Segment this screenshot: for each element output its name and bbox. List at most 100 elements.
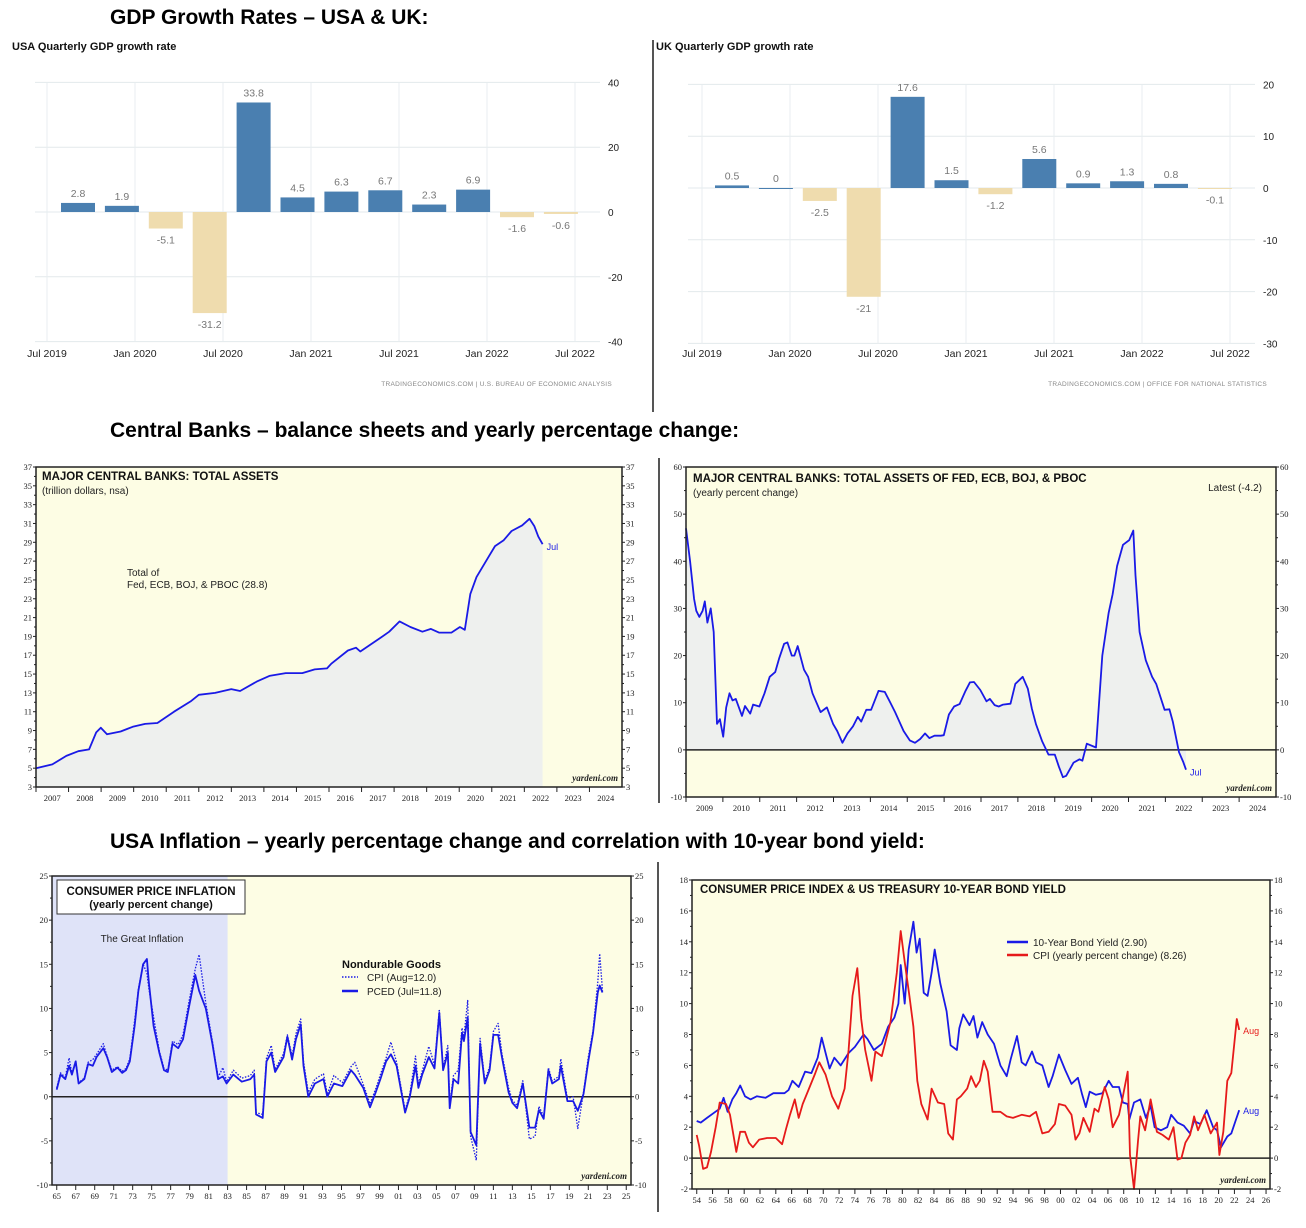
chart-subtitle: (trillion dollars, nsa) (42, 486, 129, 497)
y-tick-label-left: -5 (41, 1136, 48, 1146)
data-label: -2.5 (811, 207, 829, 219)
y-tick-label-right: 18 (1274, 875, 1283, 885)
x-tick-label: 2017 (991, 803, 1008, 813)
chart-title: UK Quarterly GDP growth rate (656, 41, 814, 53)
y-tick-label-left: 4 (684, 1091, 689, 1101)
x-tick-label: 2017 (369, 793, 386, 803)
y-tick-label-right: 30 (1280, 603, 1289, 613)
x-tick-label: 25 (622, 1191, 631, 1201)
watermark: yardeni.com (571, 773, 618, 783)
bar (1197, 188, 1232, 189)
x-tick-label: 16 (1183, 1195, 1192, 1205)
data-label: 0.9 (1076, 168, 1091, 180)
divider (652, 40, 654, 412)
x-tick-label: 2019 (434, 793, 451, 803)
bar (543, 212, 578, 214)
data-label: 0 (773, 173, 779, 185)
x-tick-label: 78 (882, 1195, 891, 1205)
latest-label: Latest (-4.2) (1208, 483, 1262, 494)
y-tick-label-left: 2 (684, 1122, 688, 1132)
bar (1066, 183, 1101, 188)
data-label: 2.8 (71, 188, 86, 200)
x-tick-label: 80 (898, 1195, 907, 1205)
y-tick-label-right: 31 (626, 518, 635, 528)
x-tick-label: 86 (946, 1195, 955, 1205)
x-tick-label: 56 (708, 1195, 717, 1205)
y-tick-label-left: 50 (674, 509, 683, 519)
bar (758, 188, 793, 189)
chart-subtitle: (yearly percent change) (89, 899, 213, 911)
x-tick-label: Jan 2022 (1120, 348, 1163, 360)
divider (658, 458, 660, 803)
x-tick-label: 94 (1009, 1195, 1018, 1205)
y-tick-label-right: 21 (626, 613, 635, 623)
y-tick-label-left: 16 (680, 906, 689, 916)
x-tick-label: Jan 2020 (113, 348, 156, 360)
y-tick-label-right: 2 (1274, 1122, 1278, 1132)
x-tick-label: 71 (109, 1191, 118, 1201)
x-tick-label: 73 (128, 1191, 137, 1201)
legend-label: PCED (Jul=11.8) (367, 987, 442, 998)
y-tick-label-right: 14 (1274, 937, 1283, 947)
x-tick-label: Jul 2020 (203, 348, 243, 360)
y-tick-label-left: 25 (40, 871, 49, 881)
series-line (56, 953, 604, 1161)
x-tick-label: Jul 2019 (682, 348, 722, 360)
x-tick-label: 90 (977, 1195, 986, 1205)
data-label: 0.5 (725, 170, 740, 182)
plot-frame (35, 466, 623, 788)
x-tick-label: 2009 (109, 793, 126, 803)
data-label: 1.5 (944, 165, 959, 177)
bar (236, 102, 271, 212)
bar (890, 96, 925, 188)
y-tick-label-right: -10 (635, 1180, 646, 1190)
x-tick-label: Jan 2021 (289, 348, 332, 360)
y-tick-label-left: 35 (24, 481, 33, 491)
y-tick-label-left: 0 (684, 1153, 688, 1163)
y-tick-label-right: 3 (626, 782, 630, 792)
x-tick-label: 2021 (1138, 803, 1155, 813)
y-tick-label: -30 (1263, 339, 1278, 350)
x-tick-label: 2021 (500, 793, 517, 803)
bar (280, 197, 315, 212)
legend-label: CPI (yearly percent change) (8.26) (1033, 951, 1186, 962)
x-tick-label: 88 (961, 1195, 970, 1205)
x-tick-label: 79 (185, 1191, 194, 1201)
legend-label: CPI (Aug=12.0) (367, 973, 436, 984)
y-tick-label-right: -2 (1274, 1184, 1281, 1194)
heading-gdp: GDP Growth Rates – USA & UK: (110, 6, 429, 29)
watermark: yardeni.com (580, 1171, 627, 1181)
bar (192, 212, 227, 314)
y-tick-label-right: 25 (635, 871, 644, 881)
y-tick-label-left: 10 (674, 698, 683, 708)
x-tick-label: 2018 (1028, 803, 1045, 813)
x-tick-label: Jul 2021 (379, 348, 419, 360)
bar (61, 202, 95, 212)
bar (1110, 181, 1145, 188)
x-tick-label: 58 (724, 1195, 733, 1205)
y-tick-label: -40 (608, 338, 623, 349)
y-tick-label-right: 37 (626, 462, 635, 472)
series-line (55, 958, 604, 1147)
bar (715, 185, 749, 188)
x-tick-label: 2020 (1102, 803, 1119, 813)
heading-central-banks: Central Banks – balance sheets and yearl… (110, 419, 740, 442)
data-label: -21 (856, 303, 871, 315)
watermark: yardeni.com (1225, 783, 1272, 793)
x-tick-label: 2020 (467, 793, 484, 803)
y-tick-label-left: 23 (24, 594, 33, 604)
y-tick-label-right: 27 (626, 556, 635, 566)
x-tick-label: 2019 (1065, 803, 1082, 813)
x-tick-label: 2011 (770, 803, 787, 813)
x-tick-label: Jan 2021 (944, 348, 987, 360)
y-tick-label-left: 20 (40, 915, 49, 925)
y-tick-label-right: 10 (1274, 999, 1283, 1009)
x-tick-label: 64 (772, 1195, 781, 1205)
data-label: -0.6 (552, 220, 570, 232)
y-tick-label-right: 33 (626, 500, 635, 510)
chart-title: USA Quarterly GDP growth rate (12, 41, 176, 53)
y-tick-label-right: 0 (635, 1092, 639, 1102)
bar (978, 188, 1013, 195)
watermark: yardeni.com (1219, 1175, 1266, 1185)
